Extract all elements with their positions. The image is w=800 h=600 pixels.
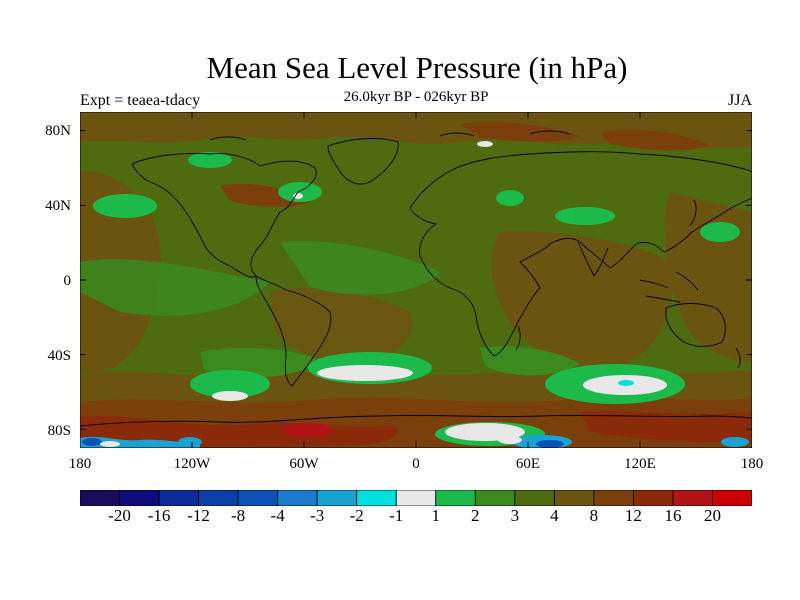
field-darkbrown-nasia <box>600 129 710 151</box>
colorbar <box>80 490 752 506</box>
map-panel <box>80 112 752 448</box>
colorbar-swatch <box>316 490 358 506</box>
field-white-scandinavia <box>293 193 303 199</box>
field-green-asia <box>555 207 615 225</box>
colorbar-label: 1 <box>431 506 441 525</box>
field-green-spac <box>190 370 270 398</box>
colorbar-label: 16 <box>664 506 682 525</box>
field-darkbrown-arctic <box>460 121 580 142</box>
field-midgreen-atlantic <box>280 241 440 295</box>
colorbar-swatch <box>119 490 160 506</box>
colorbar-label: 12 <box>624 506 642 525</box>
colorbar-label: 20 <box>703 506 721 525</box>
colorbar-swatch <box>672 490 713 506</box>
colorbar-label: -4 <box>270 506 285 525</box>
field-midgreen-s40-e <box>480 346 580 376</box>
map-title: Mean Sea Level Pressure (in hPa) <box>206 50 628 85</box>
colorbar-label: -12 <box>187 506 210 525</box>
colorbar-label: -16 <box>147 506 171 525</box>
field-brown-south-atl <box>270 288 413 363</box>
colorbar-swatch <box>237 490 279 506</box>
field-blue-antarctic-5 <box>721 437 749 447</box>
field-green-nasia <box>700 222 740 242</box>
field-blue-antarctic-4 <box>536 440 564 448</box>
field-brown-indian <box>491 231 673 369</box>
colorbar-swatch <box>80 490 120 506</box>
lat-label: 80N <box>45 123 71 139</box>
lat-label: 40S <box>47 348 71 364</box>
field-brown-north <box>80 112 752 149</box>
colorbar-swatch <box>158 490 199 506</box>
colorbar-label: -20 <box>108 506 131 525</box>
field-gray-spac <box>212 391 248 401</box>
lon-label: 0 <box>412 456 420 472</box>
field-gray-antarctic-w <box>100 441 120 447</box>
lat-label: 40N <box>45 198 71 214</box>
field-midgreen-tropics-w <box>80 259 270 316</box>
lat-label: 80S <box>47 423 71 439</box>
period-label: 26.0kyr BP - 026kyr BP <box>343 89 489 105</box>
lon-label: 180 <box>740 456 764 472</box>
field-red-southern <box>80 416 399 448</box>
field-red-spot-2 <box>622 417 658 427</box>
colorbar-label: -3 <box>310 506 325 525</box>
colorbar-swatch <box>198 490 239 506</box>
lon-label: 120E <box>624 456 656 472</box>
colorbar-label: 4 <box>550 506 559 525</box>
colorbar-swatch <box>277 490 318 506</box>
colorbar-swatch <box>395 490 437 506</box>
colorbar-swatch <box>633 490 674 506</box>
colorbar-label: 2 <box>471 506 480 525</box>
colorbar-swatch <box>553 490 595 506</box>
field-gray-antarctic-e <box>498 436 522 444</box>
field-green-labrador <box>278 182 322 202</box>
field-green-arctic <box>188 152 232 168</box>
coastlines <box>80 130 752 427</box>
colorbar-label: -8 <box>231 506 246 525</box>
lat-label: 0 <box>63 273 72 289</box>
colorbar-swatch <box>356 490 397 506</box>
lon-label: 180 <box>68 456 92 472</box>
colorbar-swatch <box>712 490 752 506</box>
experiment-label: Expt = teaea-tdacy <box>80 92 201 109</box>
colorbar-swatch <box>593 490 634 506</box>
colorbar-label: -2 <box>349 506 364 525</box>
field-red-spot <box>282 423 334 437</box>
field-darkbrown-namerica <box>220 183 310 208</box>
field-green-europe <box>496 190 524 206</box>
field-white-greenland <box>477 141 493 147</box>
field-green-npacific <box>93 194 157 218</box>
field-blue-antarctic-1 <box>82 438 102 446</box>
colorbar-label: -1 <box>389 506 404 525</box>
colorbar-swatch <box>514 490 555 506</box>
colorbar-swatch <box>474 490 516 506</box>
colorbar-swatch <box>435 490 476 506</box>
field-gray-satl <box>317 365 413 381</box>
field-blue-antarctic-2 <box>178 437 202 447</box>
colorbar-label: 8 <box>589 506 599 525</box>
lon-label: 120W <box>173 456 211 472</box>
lon-label: 60E <box>515 456 541 472</box>
colorbar-label: 3 <box>510 506 520 525</box>
lon-label: 60W <box>289 456 319 472</box>
field-cyan-sindian <box>618 380 634 386</box>
season-label: JJA <box>727 92 752 109</box>
field-red-southern-e <box>580 411 752 443</box>
